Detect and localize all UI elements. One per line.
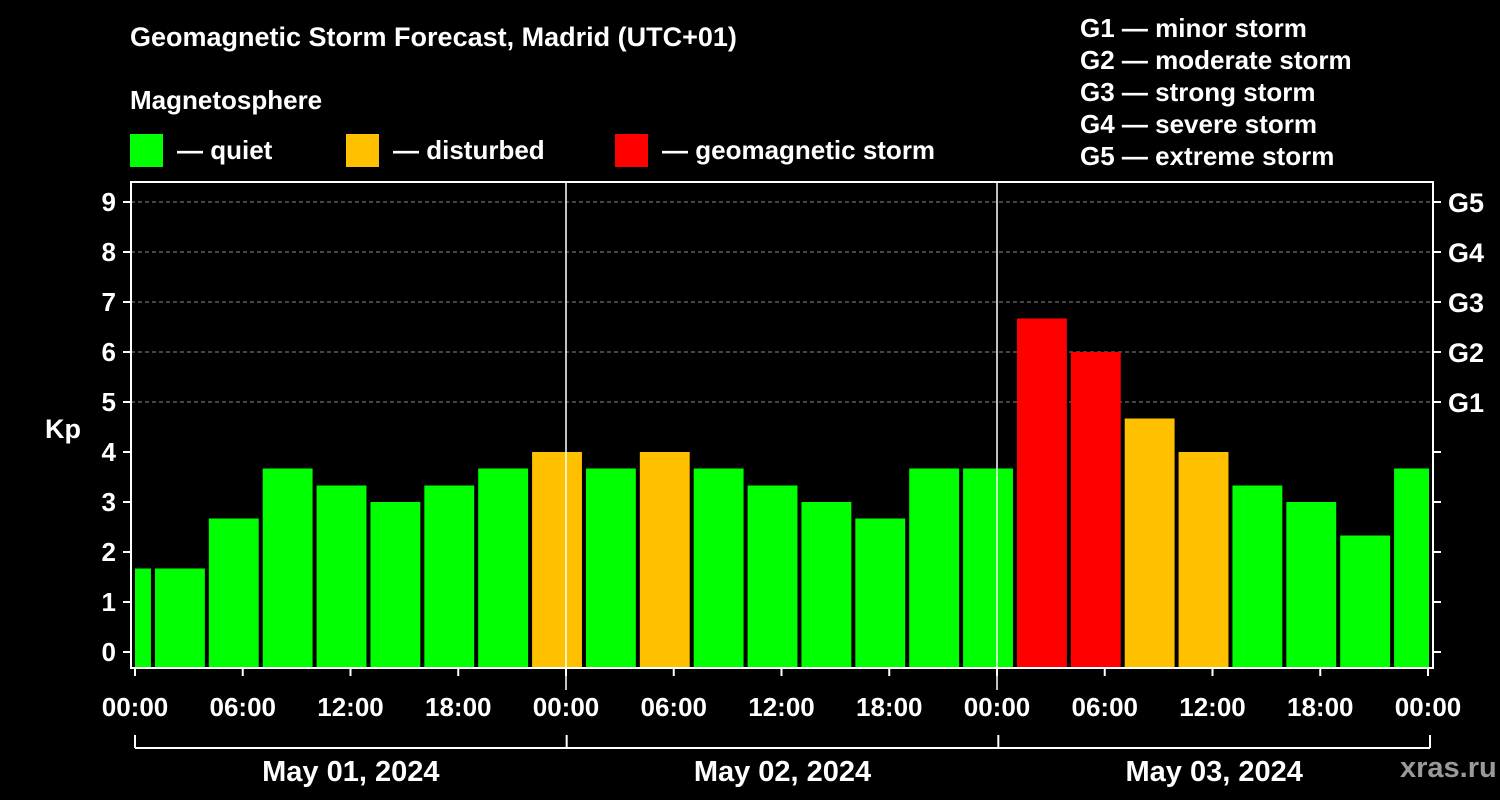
day-label-2: May 02, 2024 bbox=[694, 756, 871, 788]
kp-bar-4 bbox=[262, 468, 313, 668]
x-tick-label-6: 06:00 bbox=[641, 692, 708, 722]
kp-bar-7 bbox=[424, 485, 475, 668]
watermark: xras.ru bbox=[1400, 752, 1497, 784]
kp-bar-10 bbox=[585, 468, 636, 668]
legend-item-disturbed: — disturbed bbox=[346, 133, 545, 167]
g-scale-item-g1: G1 — minor storm bbox=[1080, 13, 1307, 43]
chart-subtitle: Magnetosphere bbox=[130, 85, 323, 115]
x-tick-label-5: 00:00 bbox=[533, 692, 600, 722]
x-tick-label-13: 00:00 bbox=[1395, 692, 1462, 722]
right-axis-label-g4: G4 bbox=[1448, 238, 1484, 268]
kp-bar-1 bbox=[135, 568, 151, 668]
kp-bar-17 bbox=[963, 468, 1013, 668]
legend-swatch-storm bbox=[615, 133, 648, 167]
kp-bar-12 bbox=[693, 468, 744, 668]
y-tick-label-6: 6 bbox=[102, 337, 116, 367]
x-tick-label-11: 12:00 bbox=[1179, 692, 1246, 722]
kp-bar-13 bbox=[747, 485, 798, 668]
right-axis-label-g5: G5 bbox=[1448, 188, 1484, 218]
y-tick-label-3: 3 bbox=[102, 487, 116, 517]
kp-bar-15 bbox=[855, 518, 906, 668]
g-scale-item-g5: G5 — extreme storm bbox=[1080, 141, 1335, 171]
x-tick-label-12: 18:00 bbox=[1287, 692, 1354, 722]
y-tick-label-7: 7 bbox=[102, 287, 116, 317]
g-scale-list: G1 — minor storm G2 — moderate storm G3 … bbox=[1080, 12, 1352, 172]
legend-label-disturbed: — disturbed bbox=[393, 134, 545, 165]
legend-label-quiet: — quiet bbox=[177, 134, 273, 165]
x-tick-label-9: 00:00 bbox=[964, 692, 1031, 722]
legend-item-quiet: — quiet bbox=[130, 133, 272, 167]
g-scale-item-g4: G4 — severe storm bbox=[1080, 109, 1318, 139]
y-axis-title: Kp bbox=[45, 414, 81, 444]
kp-bar-6 bbox=[370, 502, 421, 668]
x-tick-label-1: 00:00 bbox=[102, 692, 169, 722]
kp-bar-24 bbox=[1340, 535, 1391, 668]
kp-bar-11 bbox=[639, 452, 690, 668]
day-label-3: May 03, 2024 bbox=[1125, 756, 1302, 788]
kp-bar-5 bbox=[316, 485, 367, 668]
right-axis-label-g1: G1 bbox=[1448, 388, 1484, 418]
kp-bar-23 bbox=[1286, 502, 1337, 668]
kp-bar-21 bbox=[1178, 452, 1229, 668]
kp-bar-18 bbox=[1016, 318, 1067, 668]
x-tick-label-3: 12:00 bbox=[317, 692, 384, 722]
chart-title: Geomagnetic Storm Forecast, Madrid (UTC+… bbox=[130, 22, 737, 52]
legend-label-storm: — geomagnetic storm bbox=[662, 134, 936, 165]
kp-bar-8 bbox=[478, 468, 529, 668]
kp-bar-16 bbox=[909, 468, 960, 668]
y-tick-label-4: 4 bbox=[102, 437, 117, 467]
legend-item-storm: — geomagnetic storm bbox=[615, 133, 935, 167]
x-tick-label-4: 18:00 bbox=[425, 692, 492, 722]
kp-bar-3 bbox=[208, 518, 259, 668]
right-axis-label-g2: G2 bbox=[1448, 338, 1484, 368]
x-tick-label-2: 06:00 bbox=[210, 692, 277, 722]
kp-bar-25 bbox=[1394, 468, 1429, 668]
y-tick-label-8: 8 bbox=[102, 237, 116, 267]
legend-swatch-quiet bbox=[130, 133, 163, 167]
x-tick-label-10: 06:00 bbox=[1072, 692, 1139, 722]
kp-bar-20 bbox=[1124, 418, 1175, 668]
y-tick-label-5: 5 bbox=[102, 387, 116, 417]
y-tick-label-9: 9 bbox=[102, 187, 116, 217]
g-scale-item-g3: G3 — strong storm bbox=[1080, 77, 1316, 107]
x-tick-label-7: 12:00 bbox=[748, 692, 815, 722]
x-tick-label-8: 18:00 bbox=[856, 692, 923, 722]
kp-bar-22 bbox=[1232, 485, 1283, 668]
day-label-1: May 01, 2024 bbox=[262, 756, 439, 788]
y-tick-label-0: 0 bbox=[102, 637, 116, 667]
kp-bar-14 bbox=[801, 502, 852, 668]
g-scale-item-g2: G2 — moderate storm bbox=[1080, 45, 1352, 75]
legend-swatch-disturbed bbox=[346, 133, 379, 167]
kp-bar-2 bbox=[154, 568, 205, 668]
y-tick-label-2: 2 bbox=[102, 537, 116, 567]
kp-bar-19 bbox=[1070, 352, 1121, 668]
kp-bar-9 bbox=[532, 452, 582, 668]
y-tick-label-1: 1 bbox=[102, 587, 116, 617]
right-axis-label-g3: G3 bbox=[1448, 288, 1484, 318]
